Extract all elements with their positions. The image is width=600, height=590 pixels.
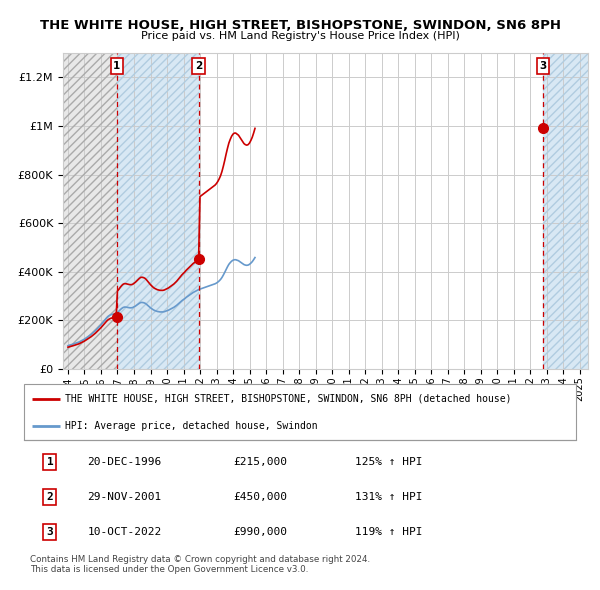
Text: 3: 3 bbox=[539, 61, 547, 71]
Bar bbox=[543, 53, 588, 369]
Text: 125% ↑ HPI: 125% ↑ HPI bbox=[355, 457, 422, 467]
Text: THE WHITE HOUSE, HIGH STREET, BISHOPSTONE, SWINDON, SN6 8PH (detached house): THE WHITE HOUSE, HIGH STREET, BISHOPSTON… bbox=[65, 394, 512, 404]
Text: Price paid vs. HM Land Registry's House Price Index (HPI): Price paid vs. HM Land Registry's House … bbox=[140, 31, 460, 41]
Text: 119% ↑ HPI: 119% ↑ HPI bbox=[355, 527, 422, 537]
Text: HPI: Average price, detached house, Swindon: HPI: Average price, detached house, Swin… bbox=[65, 421, 318, 431]
Text: 20-DEC-1996: 20-DEC-1996 bbox=[88, 457, 162, 467]
Text: £215,000: £215,000 bbox=[234, 457, 288, 467]
Text: 2: 2 bbox=[195, 61, 202, 71]
Text: THE WHITE HOUSE, HIGH STREET, BISHOPSTONE, SWINDON, SN6 8PH: THE WHITE HOUSE, HIGH STREET, BISHOPSTON… bbox=[40, 19, 560, 32]
Bar bbox=[63, 53, 117, 369]
Text: £990,000: £990,000 bbox=[234, 527, 288, 537]
Bar bbox=[63, 53, 117, 369]
Bar bbox=[117, 53, 199, 369]
Bar bbox=[117, 53, 199, 369]
Text: Contains HM Land Registry data © Crown copyright and database right 2024.
This d: Contains HM Land Registry data © Crown c… bbox=[30, 555, 370, 574]
Text: 10-OCT-2022: 10-OCT-2022 bbox=[88, 527, 162, 537]
Text: 1: 1 bbox=[113, 61, 121, 71]
Bar bbox=[543, 53, 588, 369]
FancyBboxPatch shape bbox=[24, 384, 576, 440]
Text: £450,000: £450,000 bbox=[234, 492, 288, 502]
Text: 131% ↑ HPI: 131% ↑ HPI bbox=[355, 492, 422, 502]
Text: 2: 2 bbox=[47, 492, 53, 502]
Text: 1: 1 bbox=[47, 457, 53, 467]
Text: 29-NOV-2001: 29-NOV-2001 bbox=[88, 492, 162, 502]
Text: 3: 3 bbox=[47, 527, 53, 537]
